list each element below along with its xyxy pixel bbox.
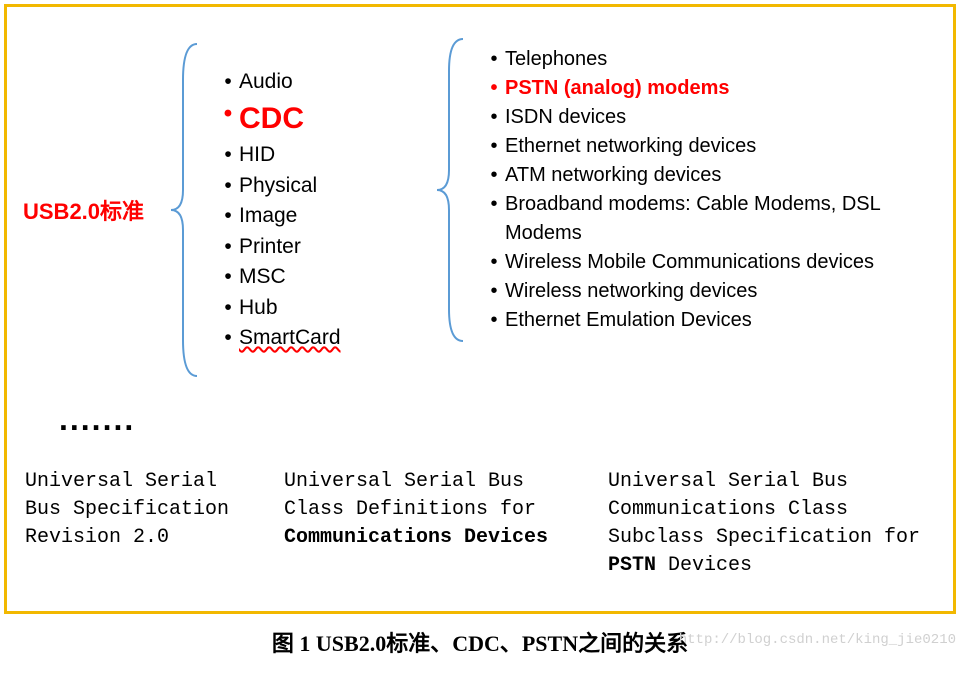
list-item-label: Hub — [239, 293, 433, 323]
list-item: •CDC — [217, 97, 433, 141]
list-item-label: ATM networking devices — [505, 161, 889, 190]
list-item-label: CDC — [239, 97, 433, 141]
usb-standard-label: USB2.0标准 — [17, 194, 167, 226]
bullet-icon: • — [483, 74, 505, 103]
list-item-label: ISDN devices — [505, 103, 889, 132]
left-brace-icon — [167, 40, 203, 380]
bullet-icon: • — [217, 201, 239, 231]
spec-line: Class Definitions for — [284, 496, 584, 524]
list-item-label: HID — [239, 140, 433, 170]
list-item: •MSC — [217, 262, 433, 292]
spec-line-bold: Communications Devices — [284, 524, 584, 552]
watermark-text: http://blog.csdn.net/king_jie0210 — [679, 632, 956, 648]
bullet-icon: • — [483, 306, 505, 335]
list-item-label: SmartCard — [239, 323, 433, 353]
list-item: •Ethernet Emulation Devices — [483, 306, 889, 335]
list-item: •ISDN devices — [483, 103, 889, 132]
bullet-icon: • — [217, 232, 239, 262]
right-list: •Telephones•PSTN (analog) modems•ISDN de… — [469, 45, 889, 335]
spec-line: PSTN Devices — [608, 552, 928, 580]
spec-line: Bus Specification — [25, 496, 270, 524]
list-item: •SmartCard — [217, 323, 433, 353]
list-item: •Audio — [217, 67, 433, 97]
bullet-icon: • — [217, 97, 239, 132]
list-item-label: Broadband modems: Cable Modems, DSL Mode… — [505, 190, 889, 248]
bullet-icon: • — [483, 45, 505, 74]
list-item: •Wireless networking devices — [483, 277, 889, 306]
right-brace-icon — [433, 35, 469, 345]
bullet-icon: • — [217, 323, 239, 353]
list-item-label: Wireless Mobile Communications devices — [505, 248, 889, 277]
list-item-label: Ethernet Emulation Devices — [505, 306, 889, 335]
ellipsis: ....... — [17, 401, 943, 438]
list-item: •ATM networking devices — [483, 161, 889, 190]
list-item-label: Wireless networking devices — [505, 277, 889, 306]
list-item: •Ethernet networking devices — [483, 132, 889, 161]
list-item: •Image — [217, 201, 433, 231]
list-item-label: Physical — [239, 171, 433, 201]
spec-line: Revision 2.0 — [25, 524, 270, 552]
list-item-label: MSC — [239, 262, 433, 292]
bullet-icon: • — [217, 140, 239, 170]
list-item: •HID — [217, 140, 433, 170]
bullet-icon: • — [483, 103, 505, 132]
spec-pstn: Universal Serial Bus Communications Clas… — [608, 468, 928, 580]
list-item-label: Telephones — [505, 45, 889, 74]
list-item: •Wireless Mobile Communications devices — [483, 248, 889, 277]
spec-line: Universal Serial — [25, 468, 270, 496]
middle-list: •Audio•CDC•HID•Physical•Image•Printer•MS… — [203, 67, 433, 354]
spec-line: Communications Class — [608, 496, 928, 524]
list-item-label: Image — [239, 201, 433, 231]
bullet-icon: • — [217, 171, 239, 201]
bullet-icon: • — [483, 248, 505, 277]
list-item: •Telephones — [483, 45, 889, 74]
bullet-icon: • — [217, 262, 239, 292]
top-row: USB2.0标准 •Audio•CDC•HID•Physical•Image•P… — [17, 25, 943, 395]
list-item-label: Audio — [239, 67, 433, 97]
spec-cdc: Universal Serial Bus Class Definitions f… — [284, 468, 584, 580]
bullet-icon: • — [483, 132, 505, 161]
list-item-label: Printer — [239, 232, 433, 262]
list-item: •Hub — [217, 293, 433, 323]
list-item: •Printer — [217, 232, 433, 262]
bullet-icon: • — [483, 277, 505, 306]
list-item-label: PSTN (analog) modems — [505, 74, 889, 103]
spec-row: Universal Serial Bus Specification Revis… — [17, 468, 943, 580]
spec-line: Universal Serial Bus — [608, 468, 928, 496]
list-item: •Broadband modems: Cable Modems, DSL Mod… — [483, 190, 889, 248]
list-item: •Physical — [217, 171, 433, 201]
list-item-label: Ethernet networking devices — [505, 132, 889, 161]
diagram-frame: USB2.0标准 •Audio•CDC•HID•Physical•Image•P… — [4, 4, 956, 614]
bullet-icon: • — [483, 190, 505, 219]
spec-usb: Universal Serial Bus Specification Revis… — [25, 468, 270, 580]
bullet-icon: • — [217, 67, 239, 97]
bullet-icon: • — [217, 293, 239, 323]
list-item: •PSTN (analog) modems — [483, 74, 889, 103]
spec-line: Subclass Specification for — [608, 524, 928, 552]
bullet-icon: • — [483, 161, 505, 190]
spec-line: Universal Serial Bus — [284, 468, 584, 496]
